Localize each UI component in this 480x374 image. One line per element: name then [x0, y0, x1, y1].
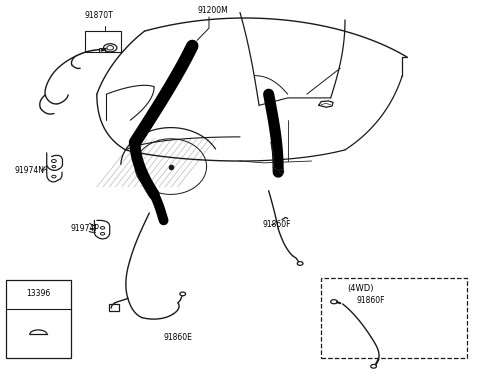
- Bar: [6, 280, 71, 358]
- Bar: [99, 48, 105, 52]
- Text: 91200M: 91200M: [197, 6, 228, 15]
- Text: 91974N: 91974N: [15, 166, 45, 175]
- Text: 91870T: 91870T: [85, 11, 114, 20]
- Text: 91860F: 91860F: [357, 296, 385, 305]
- Text: 91860F: 91860F: [263, 220, 291, 229]
- Text: 91860E: 91860E: [164, 333, 192, 342]
- Text: 13396: 13396: [26, 289, 50, 298]
- Bar: [85, 31, 120, 52]
- Bar: [109, 304, 119, 312]
- Bar: [321, 278, 467, 358]
- Text: (4WD): (4WD): [348, 283, 374, 292]
- Text: 91974P: 91974P: [71, 224, 99, 233]
